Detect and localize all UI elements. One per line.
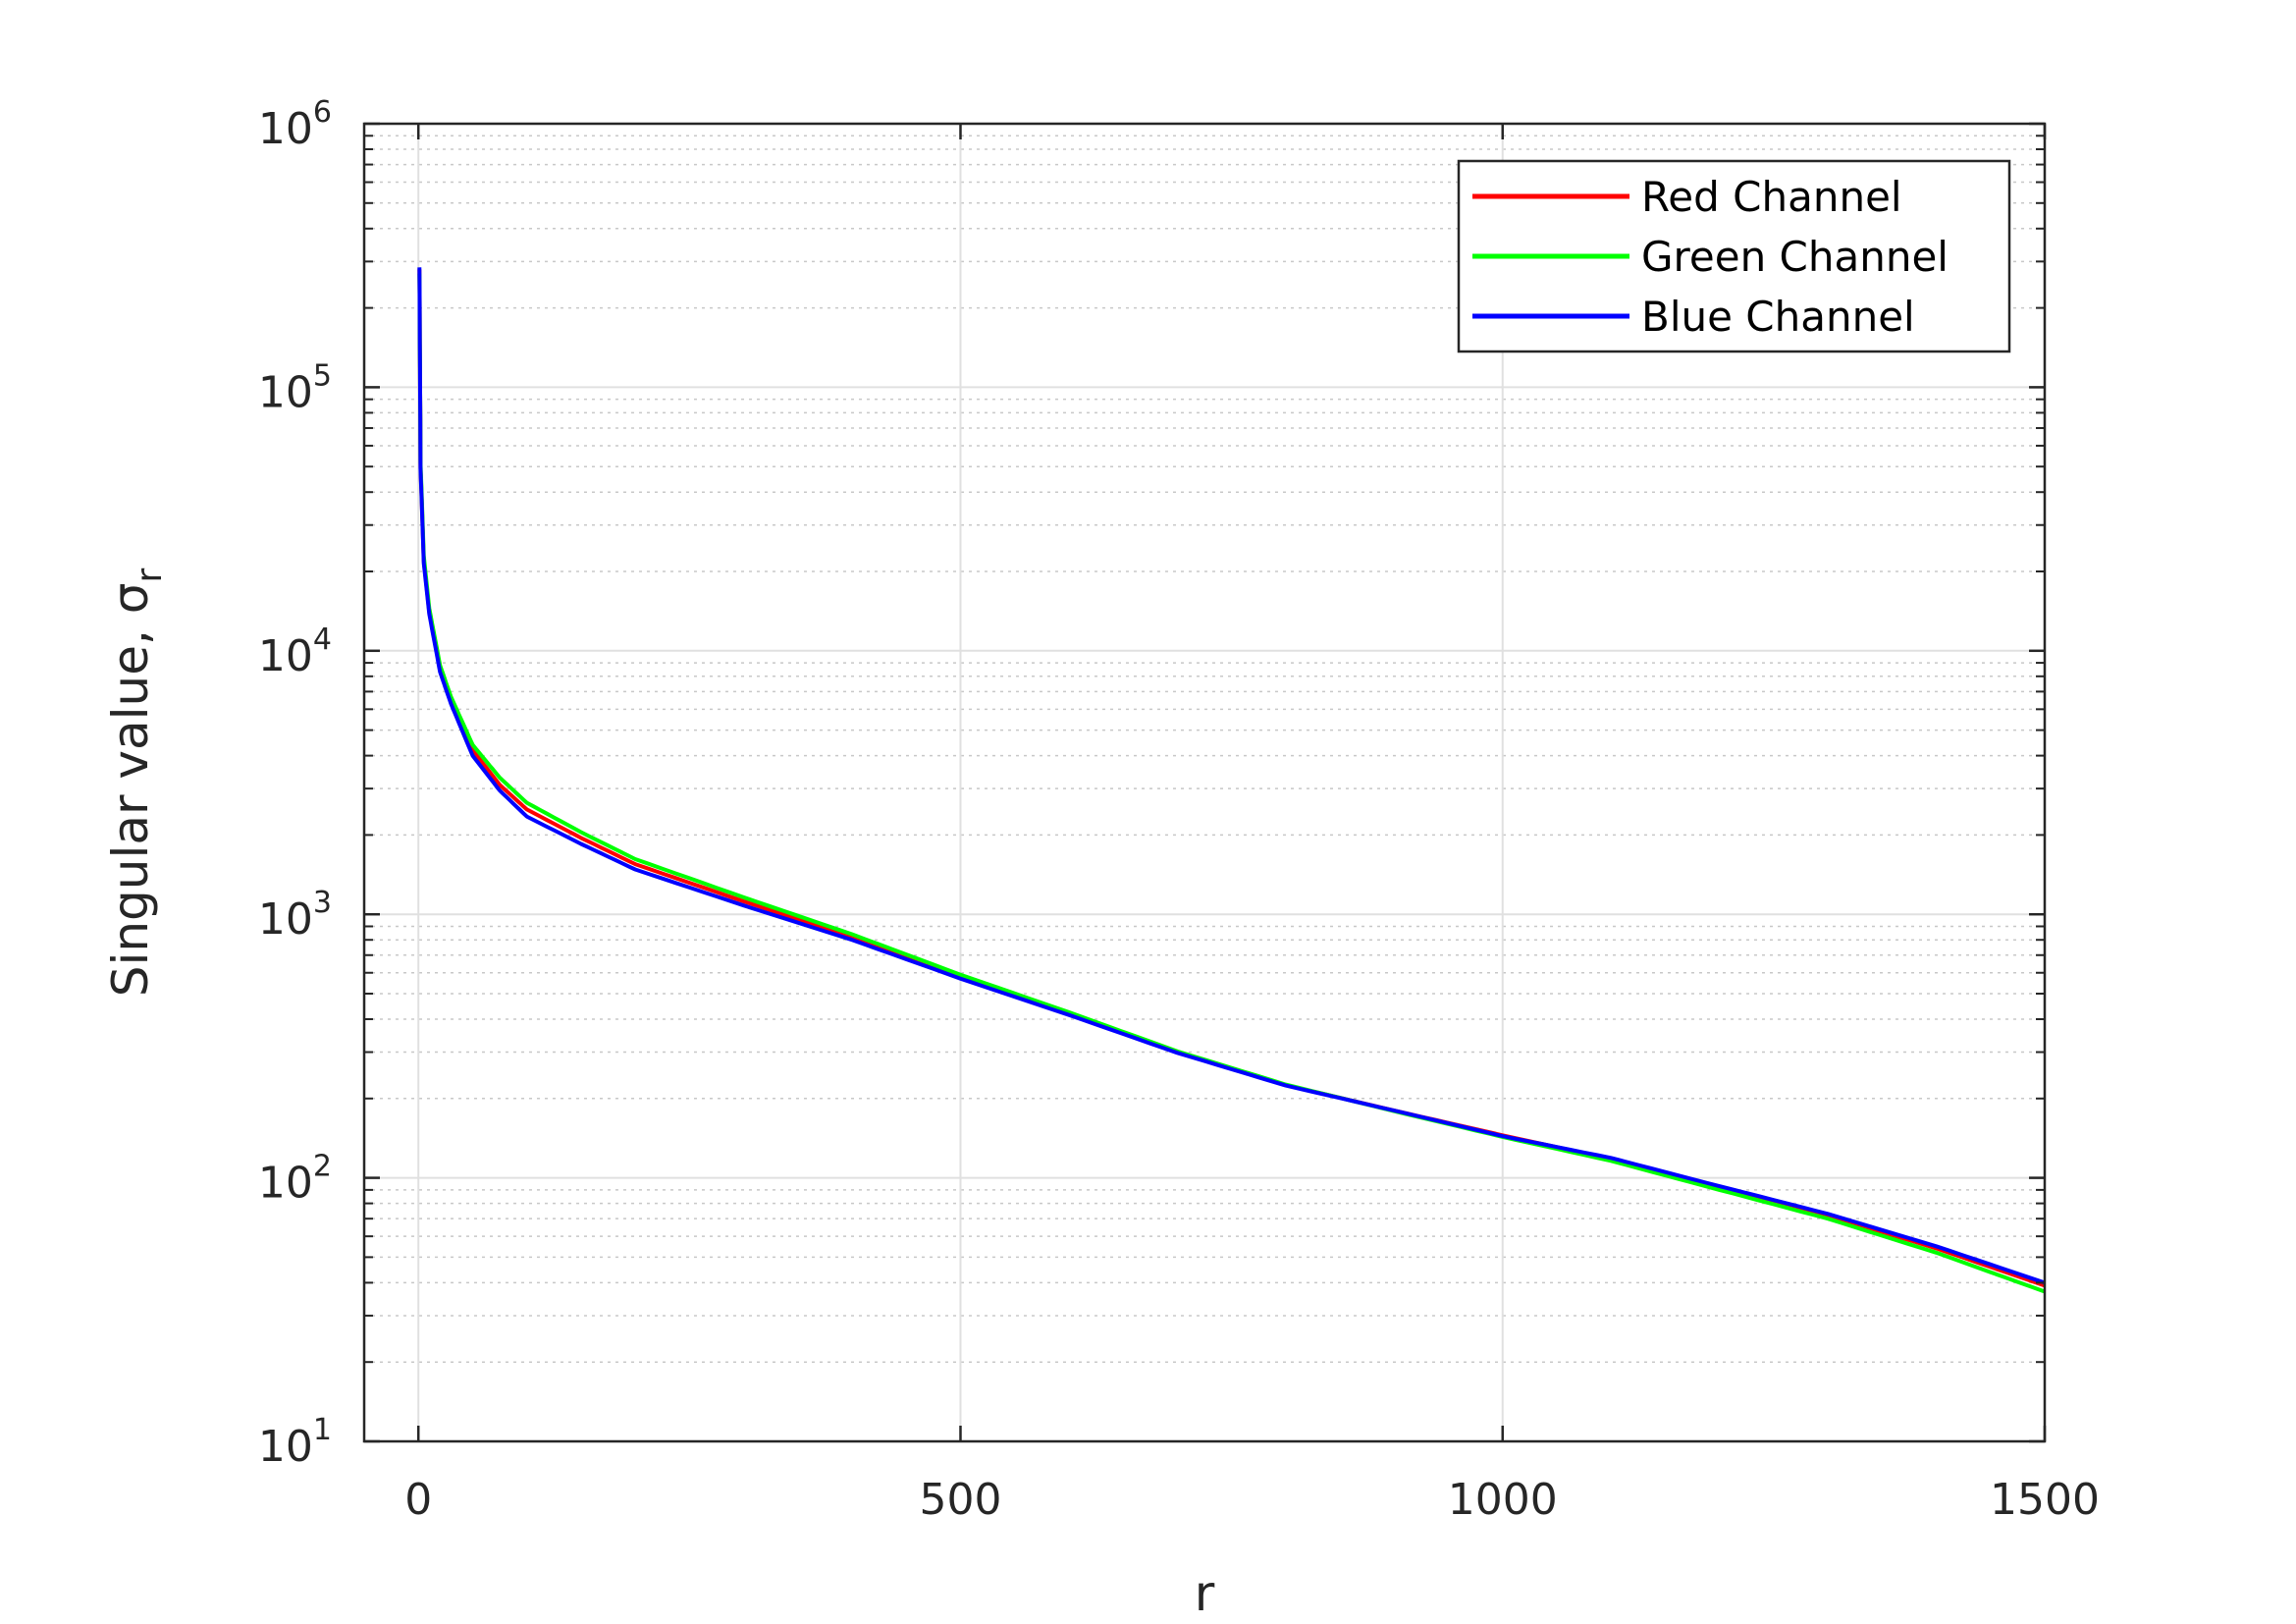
y-tick-label: 105 [258, 358, 332, 417]
x-axis-label: r [1195, 1565, 1215, 1622]
y-axis-label: Singular value, σr [102, 568, 170, 998]
series-layer [417, 267, 2046, 1294]
y-tick-label: 101 [258, 1413, 332, 1472]
x-tick-label: 0 [404, 1475, 432, 1525]
legend-label-red-channel: Red Channel [1641, 173, 1902, 221]
y-tick-labels: 101 102 103 104 105 106 [258, 95, 332, 1472]
series-line-blue-channel [417, 267, 2046, 1285]
y-axis-label-main: Singular value, σ [102, 583, 159, 998]
y-tick-label: 104 [258, 623, 332, 681]
y-axis-label-subscript: r [130, 568, 170, 583]
y-tick-label: 103 [258, 886, 332, 945]
x-tick-label: 1000 [1448, 1475, 1558, 1525]
x-tick-label: 500 [919, 1475, 1001, 1525]
y-tick-label: 106 [258, 95, 332, 154]
y-tick-label: 102 [258, 1150, 332, 1209]
legend-label-green-channel: Green Channel [1641, 233, 1949, 281]
x-tick-label: 1500 [1990, 1475, 2100, 1525]
plot-frame [362, 122, 2047, 1443]
x-tick-labels: 0 500 1000 1500 [404, 1475, 2100, 1525]
legend: Red Channel Green Channel Blue Channel [1457, 159, 2011, 353]
legend-label-blue-channel: Blue Channel [1641, 293, 1915, 341]
axis-ticks [364, 122, 2047, 1443]
